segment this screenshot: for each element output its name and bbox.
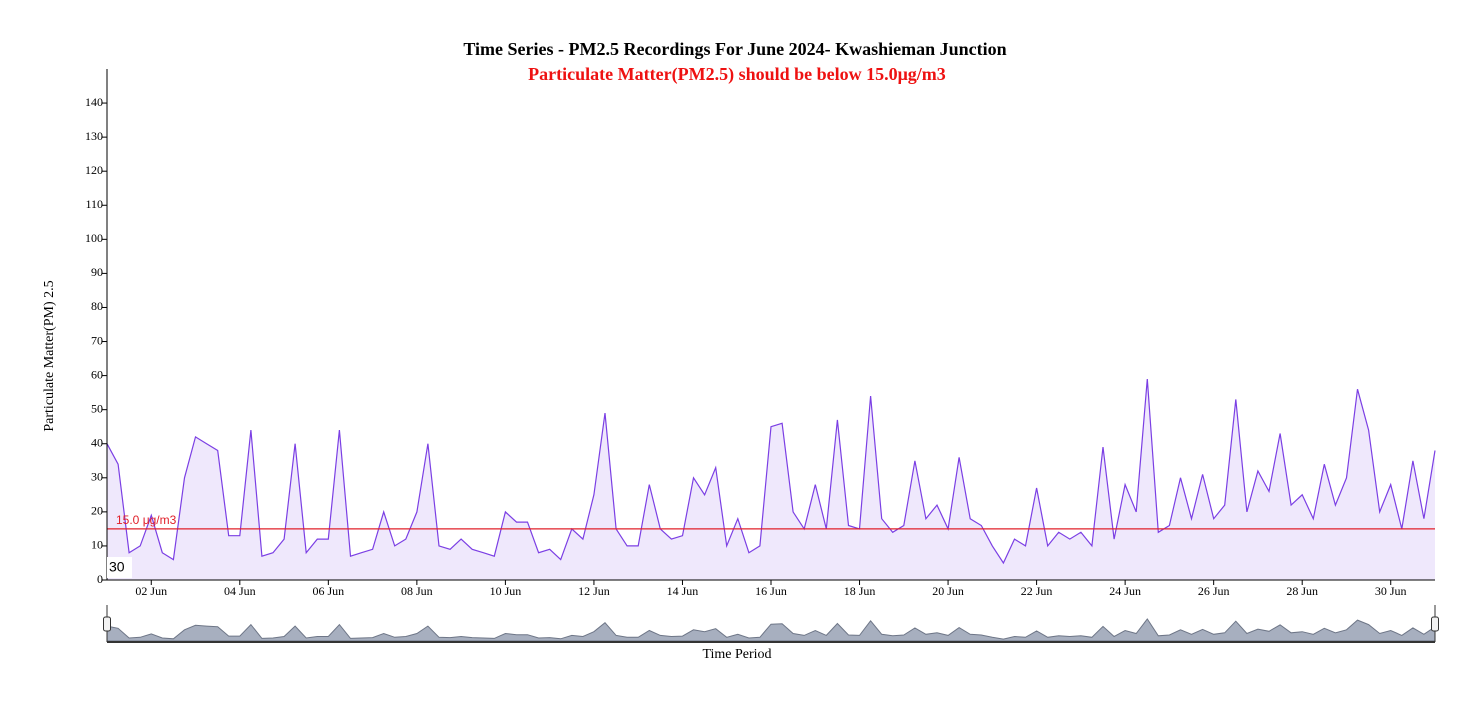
annotation-box — [107, 557, 132, 578]
y-tick-label: 110 — [85, 197, 103, 211]
y-tick-label: 60 — [91, 367, 103, 381]
x-tick-label: 30 Jun — [1375, 584, 1407, 598]
y-tick-label: 40 — [91, 435, 103, 449]
x-tick-label: 22 Jun — [1021, 584, 1053, 598]
x-tick-label: 26 Jun — [1198, 584, 1230, 598]
y-tick-label: 20 — [91, 504, 103, 518]
y-tick-label: 70 — [91, 333, 103, 347]
navigator-handle[interactable] — [103, 616, 111, 632]
x-tick-label: 08 Jun — [401, 584, 433, 598]
navigator-area — [106, 618, 1436, 642]
y-axis-label: Particulate Matter(PM) 2.5 — [42, 280, 57, 431]
x-tick-label: 04 Jun — [224, 584, 256, 598]
y-tick-label: 130 — [85, 129, 103, 143]
y-tick-label: 0 — [97, 572, 103, 586]
x-tick-label: 18 Jun — [844, 584, 876, 598]
y-tick-label: 80 — [91, 299, 103, 313]
line — [106, 378, 1436, 565]
x-tick-label: 24 Jun — [1109, 584, 1141, 598]
y-tick-label: 90 — [91, 265, 103, 279]
navigator-handle[interactable] — [1431, 616, 1439, 632]
chart-subtitle: Particulate Matter(PM2.5) should be belo… — [528, 64, 946, 85]
x-tick-label: 16 Jun — [755, 584, 787, 598]
y-tick-label: 10 — [91, 538, 103, 552]
x-tick-label: 28 Jun — [1286, 584, 1318, 598]
y-tick-label: 140 — [85, 95, 103, 109]
x-tick-label: 10 Jun — [490, 584, 522, 598]
x-tick-label: 14 Jun — [667, 584, 699, 598]
x-tick-label: 20 Jun — [932, 584, 964, 598]
x-axis-label: Time Period — [702, 647, 771, 662]
y-tick-label: 100 — [85, 231, 103, 245]
x-tick-label: 06 Jun — [312, 584, 344, 598]
threshold-label: 15.0 μg/m3 — [116, 513, 177, 527]
y-tick-label: 50 — [91, 401, 103, 415]
area — [107, 379, 1435, 580]
y-tick-label: 120 — [85, 163, 103, 177]
y-tick-label: 30 — [91, 470, 103, 484]
x-tick-label: 12 Jun — [578, 584, 610, 598]
chart-title: Time Series - PM2.5 Recordings For June … — [463, 39, 1006, 59]
x-tick-label: 02 Jun — [135, 584, 167, 598]
annotation: 30 — [109, 559, 125, 575]
